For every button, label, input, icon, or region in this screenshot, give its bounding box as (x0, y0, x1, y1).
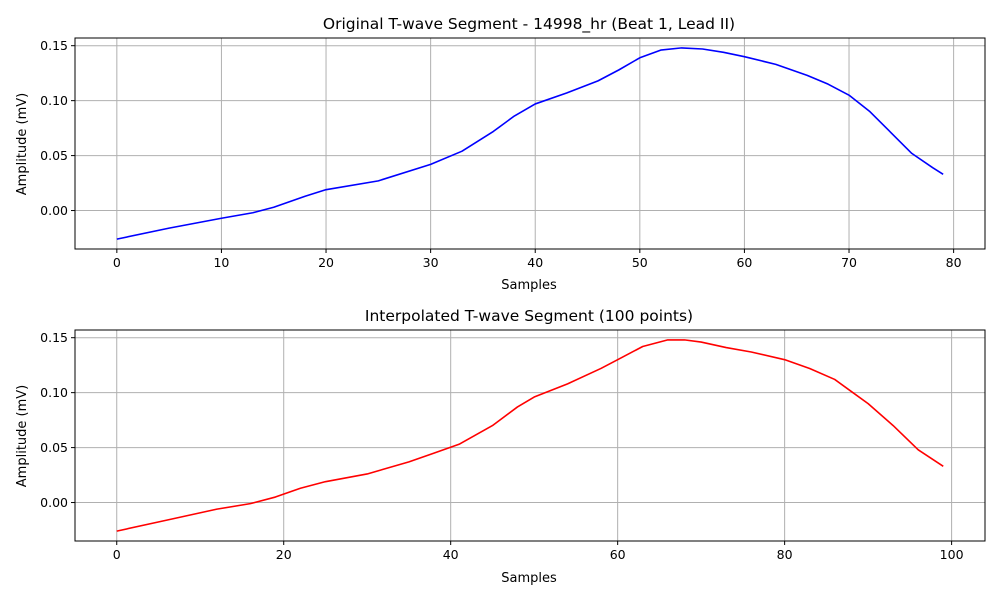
y-axis-label: Amplitude (mV) (15, 93, 30, 195)
x-tick-label: 100 (940, 547, 964, 562)
x-tick-label: 50 (632, 255, 648, 270)
x-axis-label: Samples (501, 571, 557, 586)
y-tick-label: 0.10 (40, 93, 68, 108)
y-tick-label: 0.15 (40, 330, 68, 345)
y-axis-label: Amplitude (mV) (15, 385, 30, 487)
y-tick-label: 0.05 (40, 148, 68, 163)
series-line (116, 339, 944, 532)
y-tick-label: 0.00 (40, 495, 68, 510)
plot-frame (74, 37, 986, 250)
series-line (116, 47, 944, 240)
x-tick-label: 60 (610, 547, 626, 562)
chart-panel-interpolated: Interpolated T-wave Segment (100 points)… (15, 307, 986, 586)
y-tick-label: 0.00 (40, 203, 68, 218)
plot-frame (74, 329, 986, 542)
x-tick-label: 20 (276, 547, 292, 562)
x-tick-label: 10 (213, 255, 229, 270)
x-axis-label: Samples (501, 278, 557, 293)
x-tick-label: 40 (443, 547, 459, 562)
x-tick-label: 20 (318, 255, 334, 270)
y-tick-label: 0.15 (40, 38, 68, 53)
x-tick-label: 0 (113, 255, 121, 270)
chart-title: Original T-wave Segment - 14998_hr (Beat… (323, 15, 735, 34)
x-tick-label: 60 (736, 255, 752, 270)
chart-panel-original: Original T-wave Segment - 14998_hr (Beat… (15, 15, 986, 293)
x-tick-label: 80 (777, 547, 793, 562)
x-tick-label: 0 (113, 547, 121, 562)
x-tick-label: 70 (841, 255, 857, 270)
x-tick-label: 30 (423, 255, 439, 270)
chart-title: Interpolated T-wave Segment (100 points) (365, 307, 693, 325)
y-tick-label: 0.10 (40, 385, 68, 400)
x-tick-label: 40 (527, 255, 543, 270)
x-tick-label: 80 (946, 255, 962, 270)
y-tick-label: 0.05 (40, 440, 68, 455)
